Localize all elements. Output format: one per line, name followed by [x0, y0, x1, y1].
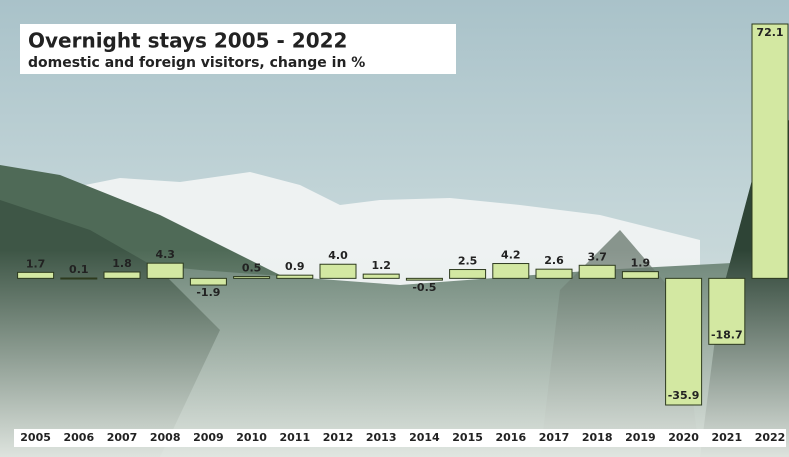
- x-tick-label: 2007: [107, 431, 138, 444]
- chart: Overnight stays 2005 - 2022 domestic and…: [0, 0, 789, 457]
- x-tick-label: 2018: [582, 431, 613, 444]
- x-tick-label: 2006: [63, 431, 94, 444]
- value-label: 4.2: [501, 249, 521, 262]
- bar: [536, 269, 572, 278]
- bar: [622, 272, 658, 279]
- bar: [61, 278, 97, 279]
- value-label: -35.9: [668, 389, 700, 402]
- x-tick-label: 2012: [323, 431, 354, 444]
- value-label: 4.3: [155, 248, 175, 261]
- bar: [579, 265, 615, 278]
- bar: [277, 275, 313, 278]
- value-label: 1.2: [371, 259, 391, 272]
- x-tick-label: 2020: [668, 431, 699, 444]
- x-tick-label: 2008: [150, 431, 181, 444]
- x-tick-label: 2015: [452, 431, 483, 444]
- value-label: 1.8: [112, 257, 132, 270]
- value-label: -0.5: [412, 281, 436, 294]
- bar: [363, 274, 399, 278]
- bar: [18, 272, 54, 278]
- value-label: 0.5: [242, 262, 262, 275]
- value-label: -1.9: [196, 286, 220, 299]
- value-label: 72.1: [756, 26, 783, 39]
- x-tick-label: 2017: [539, 431, 570, 444]
- value-label: 0.9: [285, 260, 305, 273]
- x-tick-label: 2011: [279, 431, 310, 444]
- chart-subtitle: domestic and foreign visitors, change in…: [28, 55, 365, 71]
- value-label: 1.9: [631, 257, 651, 270]
- x-tick-label: 2010: [236, 431, 267, 444]
- bar: [493, 264, 529, 279]
- value-label: 4.0: [328, 249, 348, 262]
- bar: [234, 277, 270, 279]
- chart-title: Overnight stays 2005 - 2022: [28, 29, 347, 53]
- bar: [752, 24, 788, 278]
- value-label: 2.5: [458, 255, 478, 268]
- value-label: 2.6: [544, 254, 564, 267]
- bar: [666, 278, 702, 405]
- x-tick-label: 2009: [193, 431, 224, 444]
- value-label: 1.7: [26, 257, 46, 270]
- value-label: 3.7: [587, 250, 607, 263]
- x-tick-label: 2022: [755, 431, 786, 444]
- bar: [147, 263, 183, 278]
- x-tick-label: 2021: [711, 431, 742, 444]
- bar: [450, 270, 486, 279]
- bar: [406, 278, 442, 280]
- x-tick-label: 2014: [409, 431, 440, 444]
- x-tick-label: 2013: [366, 431, 397, 444]
- x-tick-label: 2019: [625, 431, 656, 444]
- bar: [104, 272, 140, 278]
- x-tick-label: 2016: [495, 431, 526, 444]
- bar: [320, 264, 356, 278]
- bar: [190, 278, 226, 285]
- value-label: 0.1: [69, 263, 89, 276]
- value-label: -18.7: [711, 328, 743, 341]
- x-tick-label: 2005: [20, 431, 51, 444]
